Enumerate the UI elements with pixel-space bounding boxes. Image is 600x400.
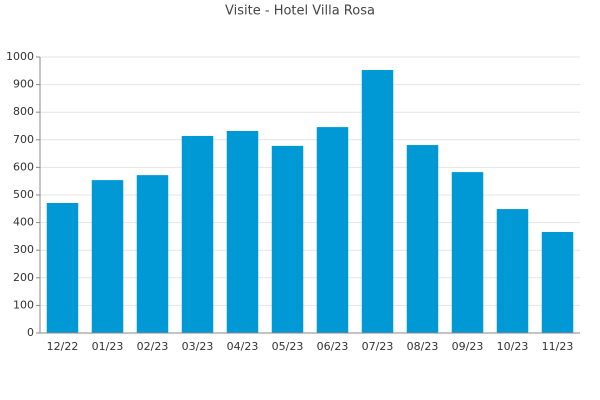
y-tick-label: 1000	[6, 50, 34, 63]
bar	[451, 172, 484, 333]
y-tick-label: 200	[13, 271, 34, 284]
x-tick-label: 11/23	[542, 340, 574, 353]
y-tick-label: 400	[13, 216, 34, 229]
bar	[496, 209, 529, 333]
y-tick-label: 300	[13, 243, 34, 256]
bar	[136, 175, 169, 333]
bar	[46, 203, 79, 333]
bar	[406, 145, 439, 333]
y-tick-label: 500	[13, 188, 34, 201]
x-tick-label: 10/23	[497, 340, 529, 353]
x-tick-label: 05/23	[272, 340, 304, 353]
bar	[91, 180, 124, 333]
bar	[271, 145, 304, 333]
bar	[226, 130, 259, 333]
x-tick-label: 08/23	[407, 340, 439, 353]
x-tick-label: 07/23	[362, 340, 394, 353]
bar	[541, 231, 574, 333]
x-tick-label: 06/23	[317, 340, 349, 353]
y-tick-label: 700	[13, 133, 34, 146]
x-tick-label: 01/23	[92, 340, 124, 353]
x-tick-label: 12/22	[47, 340, 79, 353]
x-tick-label: 09/23	[452, 340, 484, 353]
y-tick-label: 100	[13, 298, 34, 311]
x-tick-label: 04/23	[227, 340, 259, 353]
y-tick-label: 600	[13, 160, 34, 173]
bar	[181, 135, 214, 333]
x-tick-label: 02/23	[137, 340, 169, 353]
bar	[361, 69, 394, 334]
y-tick-label: 900	[13, 78, 34, 91]
y-tick-label: 800	[13, 105, 34, 118]
bar	[316, 127, 349, 333]
x-tick-label: 03/23	[182, 340, 214, 353]
chart-title: Visite - Hotel Villa Rosa	[225, 4, 375, 19]
y-tick-label: 0	[27, 326, 34, 339]
